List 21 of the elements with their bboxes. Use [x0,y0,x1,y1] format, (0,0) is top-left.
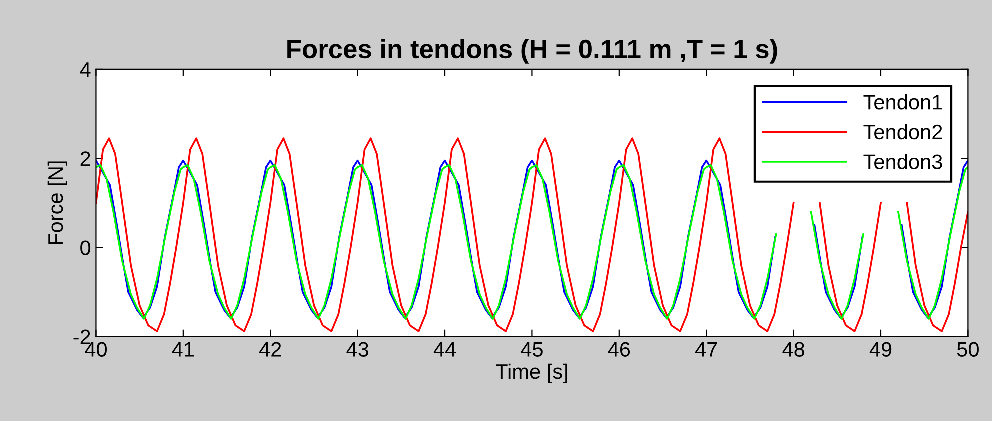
legend-label: Tendon2 [864,124,942,140]
x-tick-label: 48 [782,342,804,357]
x-tick-label: 43 [346,342,368,357]
x-tick-label: 50 [957,342,979,357]
chart-title: Forces in tendons (H = 0.111 m ,T = 1 s) [288,39,778,64]
x-tick-label: 41 [172,342,194,357]
y-tick-label: 0 [80,240,91,256]
x-tick-label: 49 [870,342,892,357]
y-tick-label: -2 [74,330,90,344]
x-tick-label: 42 [260,342,282,357]
y-tick-label: 2 [80,152,90,166]
y-axis-title: Force [N] [48,162,68,244]
x-axis-title: Time [s] [496,364,568,384]
x-tick-label: 45 [521,342,543,357]
x-tick-label: 47 [695,342,718,357]
legend-label: Tendon1 [864,94,942,110]
y-tick-label: 4 [80,62,91,78]
x-tick-label: 40 [85,342,107,357]
legend-label: Tendon3 [864,154,942,170]
x-tick-label: 44 [434,342,456,357]
x-tick-label: 46 [608,342,630,357]
